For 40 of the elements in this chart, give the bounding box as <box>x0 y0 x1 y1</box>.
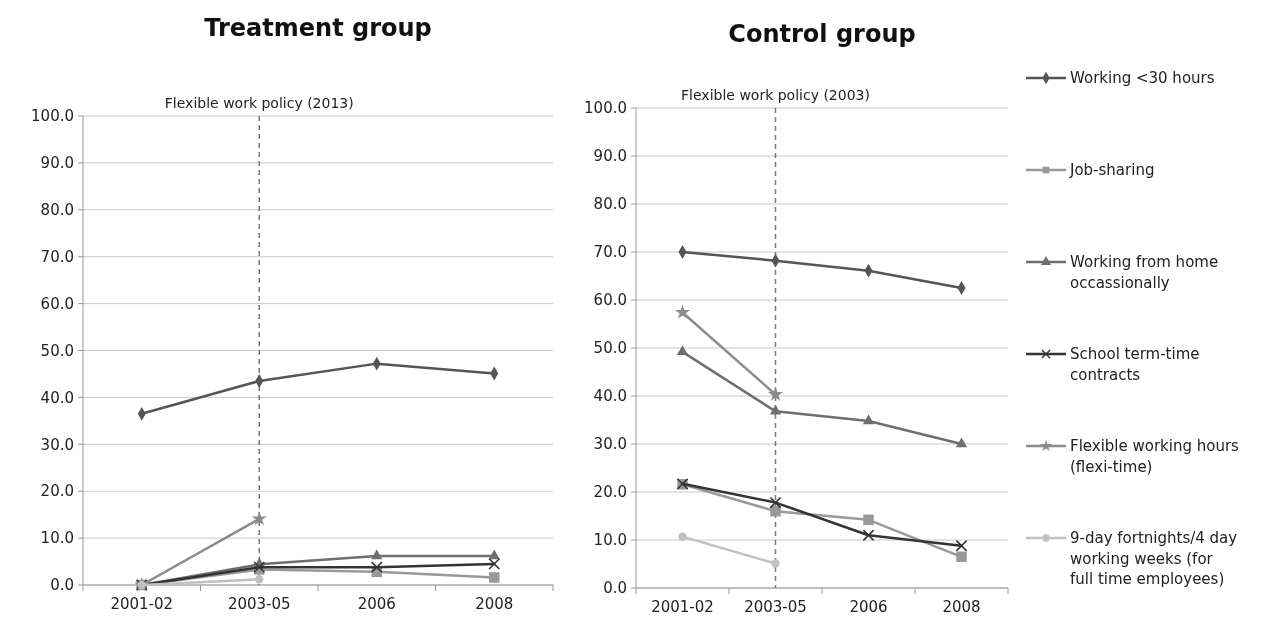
y-tick-label: 70.0 <box>40 247 74 266</box>
legend-label: 9-day fortnights/4 day working weeks (for full time employees) <box>1070 529 1238 588</box>
y-tick-label: 60.0 <box>40 294 74 313</box>
y-tick-label: 20.0 <box>593 483 627 502</box>
y-tick-label: 80.0 <box>40 201 74 220</box>
y-tick-label: 40.0 <box>593 387 627 406</box>
y-tick-label: 0.0 <box>50 576 74 595</box>
y-tick-label: 30.0 <box>593 435 627 454</box>
y-tick-label: 10.0 <box>40 529 74 548</box>
x-tick-label: 2001-02 <box>110 595 174 613</box>
chart-title: Control group <box>728 20 916 48</box>
x-tick-label: 2006 <box>849 598 888 616</box>
y-tick-label: 100.0 <box>584 99 627 118</box>
legend-label: Working <30 hours <box>1070 69 1215 88</box>
ref-line-label: Flexible work policy (2003) <box>681 87 870 103</box>
x-tick-label: 2003-05 <box>227 595 291 613</box>
legend-label: Working from home occassionally <box>1070 253 1219 292</box>
y-tick-label: 50.0 <box>593 339 627 358</box>
y-tick-label: 80.0 <box>593 195 627 214</box>
x-tick-label: 2001-02 <box>651 598 714 616</box>
y-tick-label: 90.0 <box>593 147 627 166</box>
y-tick-label: 100.0 <box>31 107 74 126</box>
legend-label: School term-time contracts <box>1070 345 1200 384</box>
x-tick-label: 2008 <box>475 595 514 613</box>
y-tick-label: 70.0 <box>593 243 627 262</box>
y-tick-label: 30.0 <box>40 435 74 454</box>
ref-line-label: Flexible work policy (2013) <box>164 95 354 111</box>
y-tick-label: 50.0 <box>40 341 74 360</box>
y-tick-label: 0.0 <box>603 579 627 598</box>
y-tick-label: 20.0 <box>40 482 74 501</box>
x-tick-label: 2008 <box>942 598 981 616</box>
x-tick-label: 2003-05 <box>744 598 807 616</box>
y-tick-label: 60.0 <box>593 291 627 310</box>
legend-label: Job-sharing <box>1069 161 1155 180</box>
y-tick-label: 10.0 <box>593 531 627 550</box>
legend-label: Flexible working hours (flexi-time) <box>1070 437 1240 476</box>
y-tick-label: 40.0 <box>40 388 74 407</box>
y-tick-label: 90.0 <box>40 154 74 173</box>
chart-title: Treatment group <box>204 14 432 42</box>
x-tick-label: 2006 <box>357 595 396 613</box>
